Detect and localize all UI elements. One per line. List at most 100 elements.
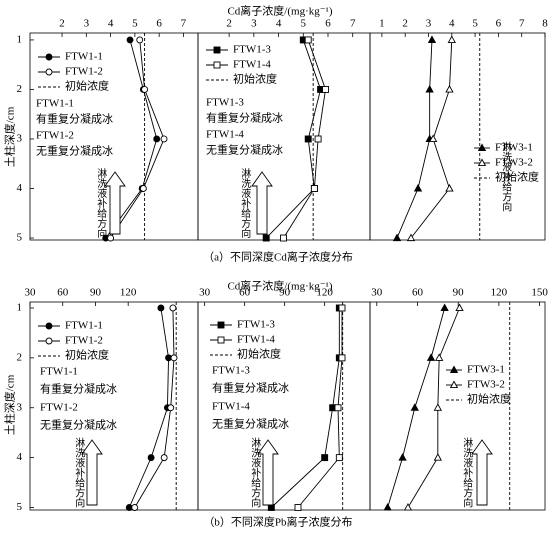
marker [136, 36, 144, 44]
series-line [271, 307, 340, 508]
x-tick-label: 120 [491, 287, 508, 299]
marker [435, 353, 444, 361]
direction-arrow [81, 439, 103, 506]
direction-arrow [104, 171, 126, 235]
legend-label: 初始浓度 [233, 72, 277, 86]
marker [406, 233, 416, 242]
x-tick-label: 90 [279, 287, 291, 299]
arrow-label: 淋洗液补给方向 [239, 167, 251, 238]
x-tick-label: 150 [531, 287, 548, 299]
marker [335, 454, 343, 462]
annotation: FTW1-4 [212, 401, 250, 413]
y-tick-label: 4 [17, 451, 23, 463]
legend-label: FTW1-3 [233, 44, 271, 56]
marker [107, 234, 115, 242]
x-tick-label: 6 [156, 18, 162, 30]
marker [262, 234, 270, 242]
arrow-label: 淋洗液补给方向 [73, 436, 85, 507]
legend-label: FTW3-1 [495, 142, 533, 154]
figure-title: Cd离子浓度/(mg·kg⁻¹) [227, 4, 332, 18]
marker [398, 453, 407, 461]
legend-label: FTW1-1 [65, 51, 103, 63]
annotation: 无重复分凝成冰 [206, 143, 283, 157]
marker [427, 35, 437, 43]
x-tick-label: 2 [402, 18, 408, 30]
x-tick-label: 6 [325, 18, 331, 30]
x-tick-label: 4 [276, 18, 282, 30]
x-tick-label: 60 [57, 287, 69, 299]
plot-frame [369, 32, 546, 241]
legend-label: FTW1-2 [65, 66, 103, 78]
x-tick-label: 5 [132, 18, 138, 30]
annotation: FTW1-3 [206, 97, 244, 109]
legend-label: FTW1-2 [65, 335, 103, 347]
legend-label: FTW3-1 [467, 364, 505, 376]
y-tick-label: 1 [17, 302, 23, 314]
y-axis-label: 土柱深度/cm [3, 106, 17, 167]
legend-marker [45, 337, 53, 345]
marker [428, 134, 438, 143]
x-tick-label: 1 [379, 18, 385, 30]
x-tick-label: 7 [350, 18, 356, 30]
annotation: 无重复分凝成冰 [212, 417, 289, 431]
marker [392, 233, 402, 242]
annotation: 有重复分凝成冰 [212, 381, 289, 395]
y-tick-label: 4 [17, 182, 23, 194]
marker [304, 36, 312, 44]
figure-title: Cd离子浓度/(mg·kg⁻¹) [227, 279, 332, 293]
annotation: FTW1-2 [40, 402, 78, 414]
arrow-label: 淋洗液补给方向 [461, 436, 473, 507]
direction-arrow [257, 439, 279, 506]
x-tick-label: 5 [472, 18, 478, 30]
legend-marker [213, 61, 221, 69]
y-tick-label: 2 [17, 351, 23, 363]
marker [157, 304, 165, 312]
legend-label: 初始浓度 [467, 392, 511, 406]
legend-label: 初始浓度 [237, 347, 281, 361]
legend-marker [449, 380, 459, 389]
marker [338, 304, 346, 312]
legend-label: FTW3-2 [467, 379, 505, 391]
annotation: 无重复分凝成冰 [36, 144, 113, 158]
marker [139, 185, 147, 192]
x-tick-label: 3 [84, 18, 90, 30]
legend-marker [217, 336, 225, 344]
marker [170, 354, 178, 362]
y-tick-label: 5 [17, 501, 23, 513]
series-line [128, 307, 169, 508]
x-tick-label: 8 [542, 18, 548, 30]
marker [426, 353, 436, 361]
y-tick-label: 5 [17, 232, 23, 244]
marker [410, 403, 419, 411]
marker [321, 454, 329, 462]
marker [167, 404, 175, 412]
series-line [396, 39, 433, 239]
marker [169, 304, 177, 312]
marker [141, 86, 149, 93]
marker [314, 135, 322, 143]
y-tick-label: 2 [17, 83, 23, 95]
marker [403, 502, 413, 511]
y-tick-label: 3 [17, 401, 23, 413]
x-tick-label: 90 [453, 287, 465, 299]
y-axis-label: 土柱深度/cm [3, 374, 17, 435]
x-tick-label: 3 [251, 18, 257, 30]
legend-label: FTW1-4 [237, 334, 275, 346]
marker [304, 135, 312, 143]
x-tick-label: 5 [301, 18, 307, 30]
marker [433, 403, 442, 411]
x-tick-label: 3 [426, 18, 432, 30]
marker [447, 35, 456, 43]
x-tick-label: 2 [59, 18, 65, 30]
legend-marker [477, 143, 487, 152]
legend-marker [217, 321, 225, 329]
x-tick-label: 4 [449, 18, 455, 30]
marker [160, 135, 168, 143]
x-tick-label: 30 [199, 287, 211, 299]
x-tick-label: 30 [371, 287, 383, 299]
direction-arrow [471, 439, 493, 506]
marker [126, 36, 134, 44]
marker [425, 84, 434, 93]
marker [280, 234, 287, 242]
annotation: 有重复分凝成冰 [206, 111, 283, 125]
